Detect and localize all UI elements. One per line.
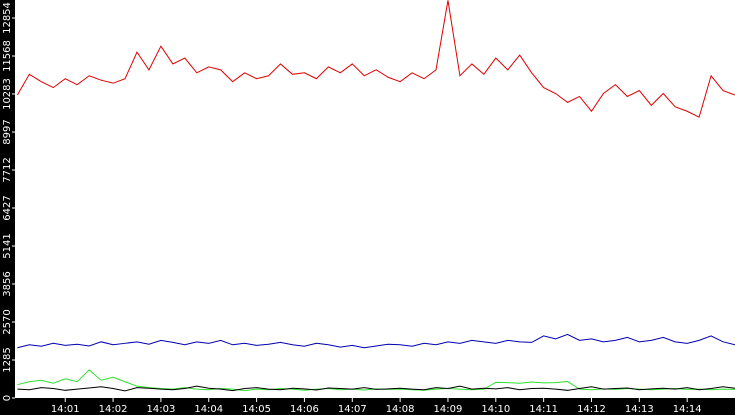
- y-tick-label: 11568: [2, 40, 13, 72]
- x-tick-label: 14:13: [625, 404, 654, 415]
- x-tick-label: 14:08: [386, 404, 415, 415]
- y-tick-label: 8997: [2, 119, 13, 144]
- y-tick-label: 2570: [2, 309, 13, 334]
- y-tick-label: 6427: [2, 195, 13, 220]
- x-tick-label: 14:02: [99, 404, 128, 415]
- y-axis-strip: [0, 0, 15, 415]
- x-tick-label: 14:12: [577, 404, 606, 415]
- x-tick-label: 14:06: [290, 404, 319, 415]
- x-tick-label: 14:09: [434, 404, 463, 415]
- series-line: [17, 385, 735, 392]
- x-tick-label: 14:05: [242, 404, 271, 415]
- x-tick-label: 14:07: [338, 404, 367, 415]
- x-tick-label: 14:04: [194, 404, 223, 415]
- x-tick-label: 14:03: [146, 404, 175, 415]
- y-tick-label: 1285: [2, 347, 13, 372]
- x-axis-strip: [0, 398, 735, 415]
- series-line: [16, 0, 735, 118]
- y-tick-label: 12854: [2, 2, 13, 34]
- x-tick-label: 14:11: [529, 404, 558, 415]
- y-tick-label: 3856: [2, 271, 13, 296]
- series-line: [17, 333, 735, 349]
- x-tick-label: 14:01: [51, 404, 80, 415]
- y-tick-label: 7712: [2, 157, 13, 182]
- y-tick-label: 0: [2, 395, 13, 401]
- series-line: [17, 369, 735, 392]
- x-tick-label: 14:14: [673, 404, 702, 415]
- y-tick-label: 10283: [2, 78, 13, 110]
- y-tick-label: 5141: [2, 233, 13, 258]
- x-tick-label: 14:10: [481, 404, 510, 415]
